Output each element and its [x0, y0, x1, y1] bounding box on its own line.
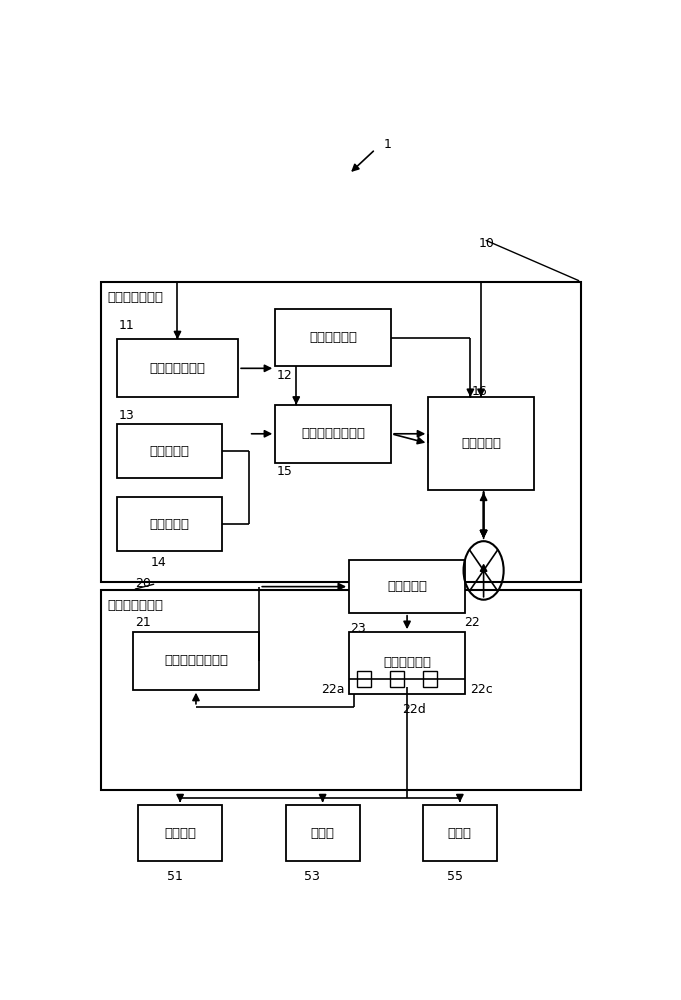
Text: 蓄电池状态测量部: 蓄电池状态测量部 [164, 654, 228, 667]
Bar [117, 424, 222, 478]
Bar [285, 805, 360, 861]
Text: 16: 16 [472, 385, 488, 398]
Text: 55: 55 [447, 870, 462, 883]
Bar [358, 671, 371, 687]
Text: 21: 21 [136, 616, 151, 629]
Text: 51: 51 [167, 870, 183, 883]
Text: 20: 20 [136, 577, 151, 590]
Text: 输电线: 输电线 [448, 827, 472, 840]
Bar [133, 632, 259, 690]
Text: 22: 22 [464, 616, 480, 629]
Text: 使用历史存储部: 使用历史存储部 [150, 362, 206, 375]
Text: 第二通信部: 第二通信部 [387, 580, 427, 593]
Text: 发电装置: 发电装置 [164, 827, 196, 840]
Text: 13: 13 [118, 409, 134, 422]
Text: 需求预测部: 需求预测部 [150, 445, 189, 458]
Bar [101, 282, 581, 582]
Bar [101, 590, 581, 790]
Text: 53: 53 [304, 870, 320, 883]
Bar [423, 805, 497, 861]
Text: 劣化表决定部: 劣化表决定部 [309, 331, 357, 344]
Bar [423, 671, 437, 687]
Bar [390, 671, 404, 687]
Text: 22c: 22c [471, 683, 493, 696]
Bar [428, 397, 534, 490]
Text: 22d: 22d [402, 703, 426, 716]
Text: 1: 1 [383, 138, 391, 151]
Text: 充放电计划制作部: 充放电计划制作部 [301, 427, 365, 440]
Bar [138, 805, 222, 861]
Text: 劣化量监视装置: 劣化量监视装置 [108, 291, 163, 304]
Bar [349, 632, 465, 694]
Text: 22a: 22a [321, 683, 345, 696]
Bar [275, 309, 391, 366]
Bar [349, 560, 465, 613]
Text: 发电预测部: 发电预测部 [150, 518, 189, 531]
Text: 充放电控制部: 充放电控制部 [383, 656, 431, 669]
Bar [117, 497, 222, 551]
Text: 15: 15 [276, 465, 292, 478]
Bar [117, 339, 238, 397]
Text: 14: 14 [151, 556, 167, 569]
Text: 蓄电池: 蓄电池 [311, 827, 334, 840]
Text: 10: 10 [478, 237, 494, 250]
Text: 12: 12 [276, 369, 292, 382]
Text: 第一通信部: 第一通信部 [461, 437, 501, 450]
Text: 劣化量控制装置: 劣化量控制装置 [108, 599, 163, 612]
Text: 23: 23 [351, 622, 366, 635]
Text: 11: 11 [118, 319, 134, 332]
Bar [275, 405, 391, 463]
